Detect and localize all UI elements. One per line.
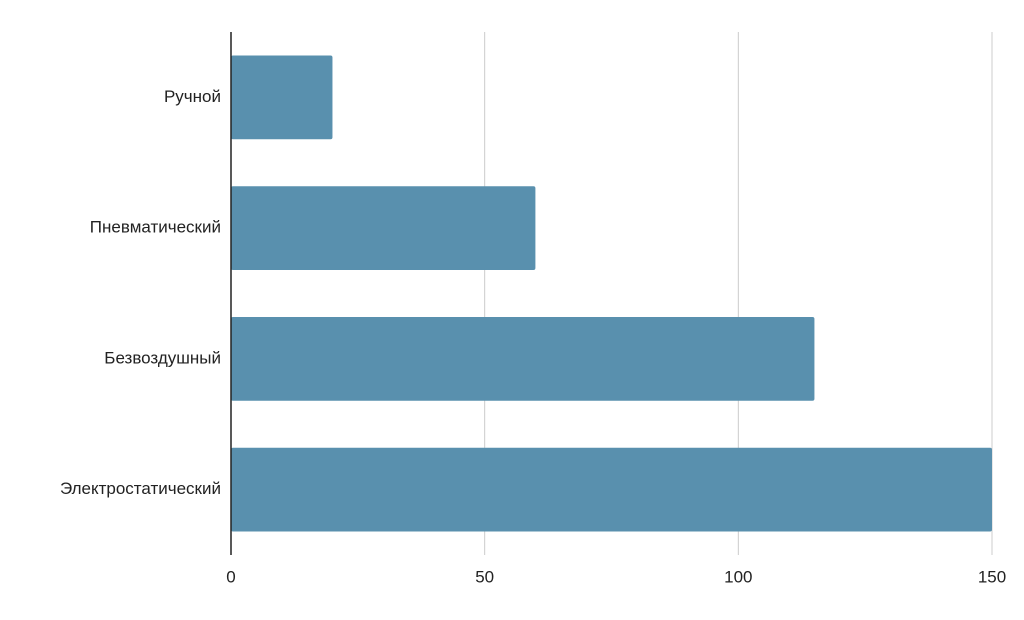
- y-tick-label: Электростатический: [60, 479, 221, 498]
- x-tick-label: 0: [226, 567, 235, 586]
- bar: [231, 186, 536, 270]
- x-tick-label: 100: [724, 567, 752, 586]
- y-tick-label: Пневматический: [90, 218, 221, 237]
- bar: [231, 447, 992, 532]
- x-tick-label: 50: [475, 567, 494, 586]
- x-tick-label: 150: [978, 567, 1006, 586]
- bar: [231, 317, 815, 401]
- bar: [231, 55, 333, 140]
- y-tick-label: Ручной: [164, 87, 221, 106]
- y-tick-label: Безвоздушный: [104, 348, 221, 367]
